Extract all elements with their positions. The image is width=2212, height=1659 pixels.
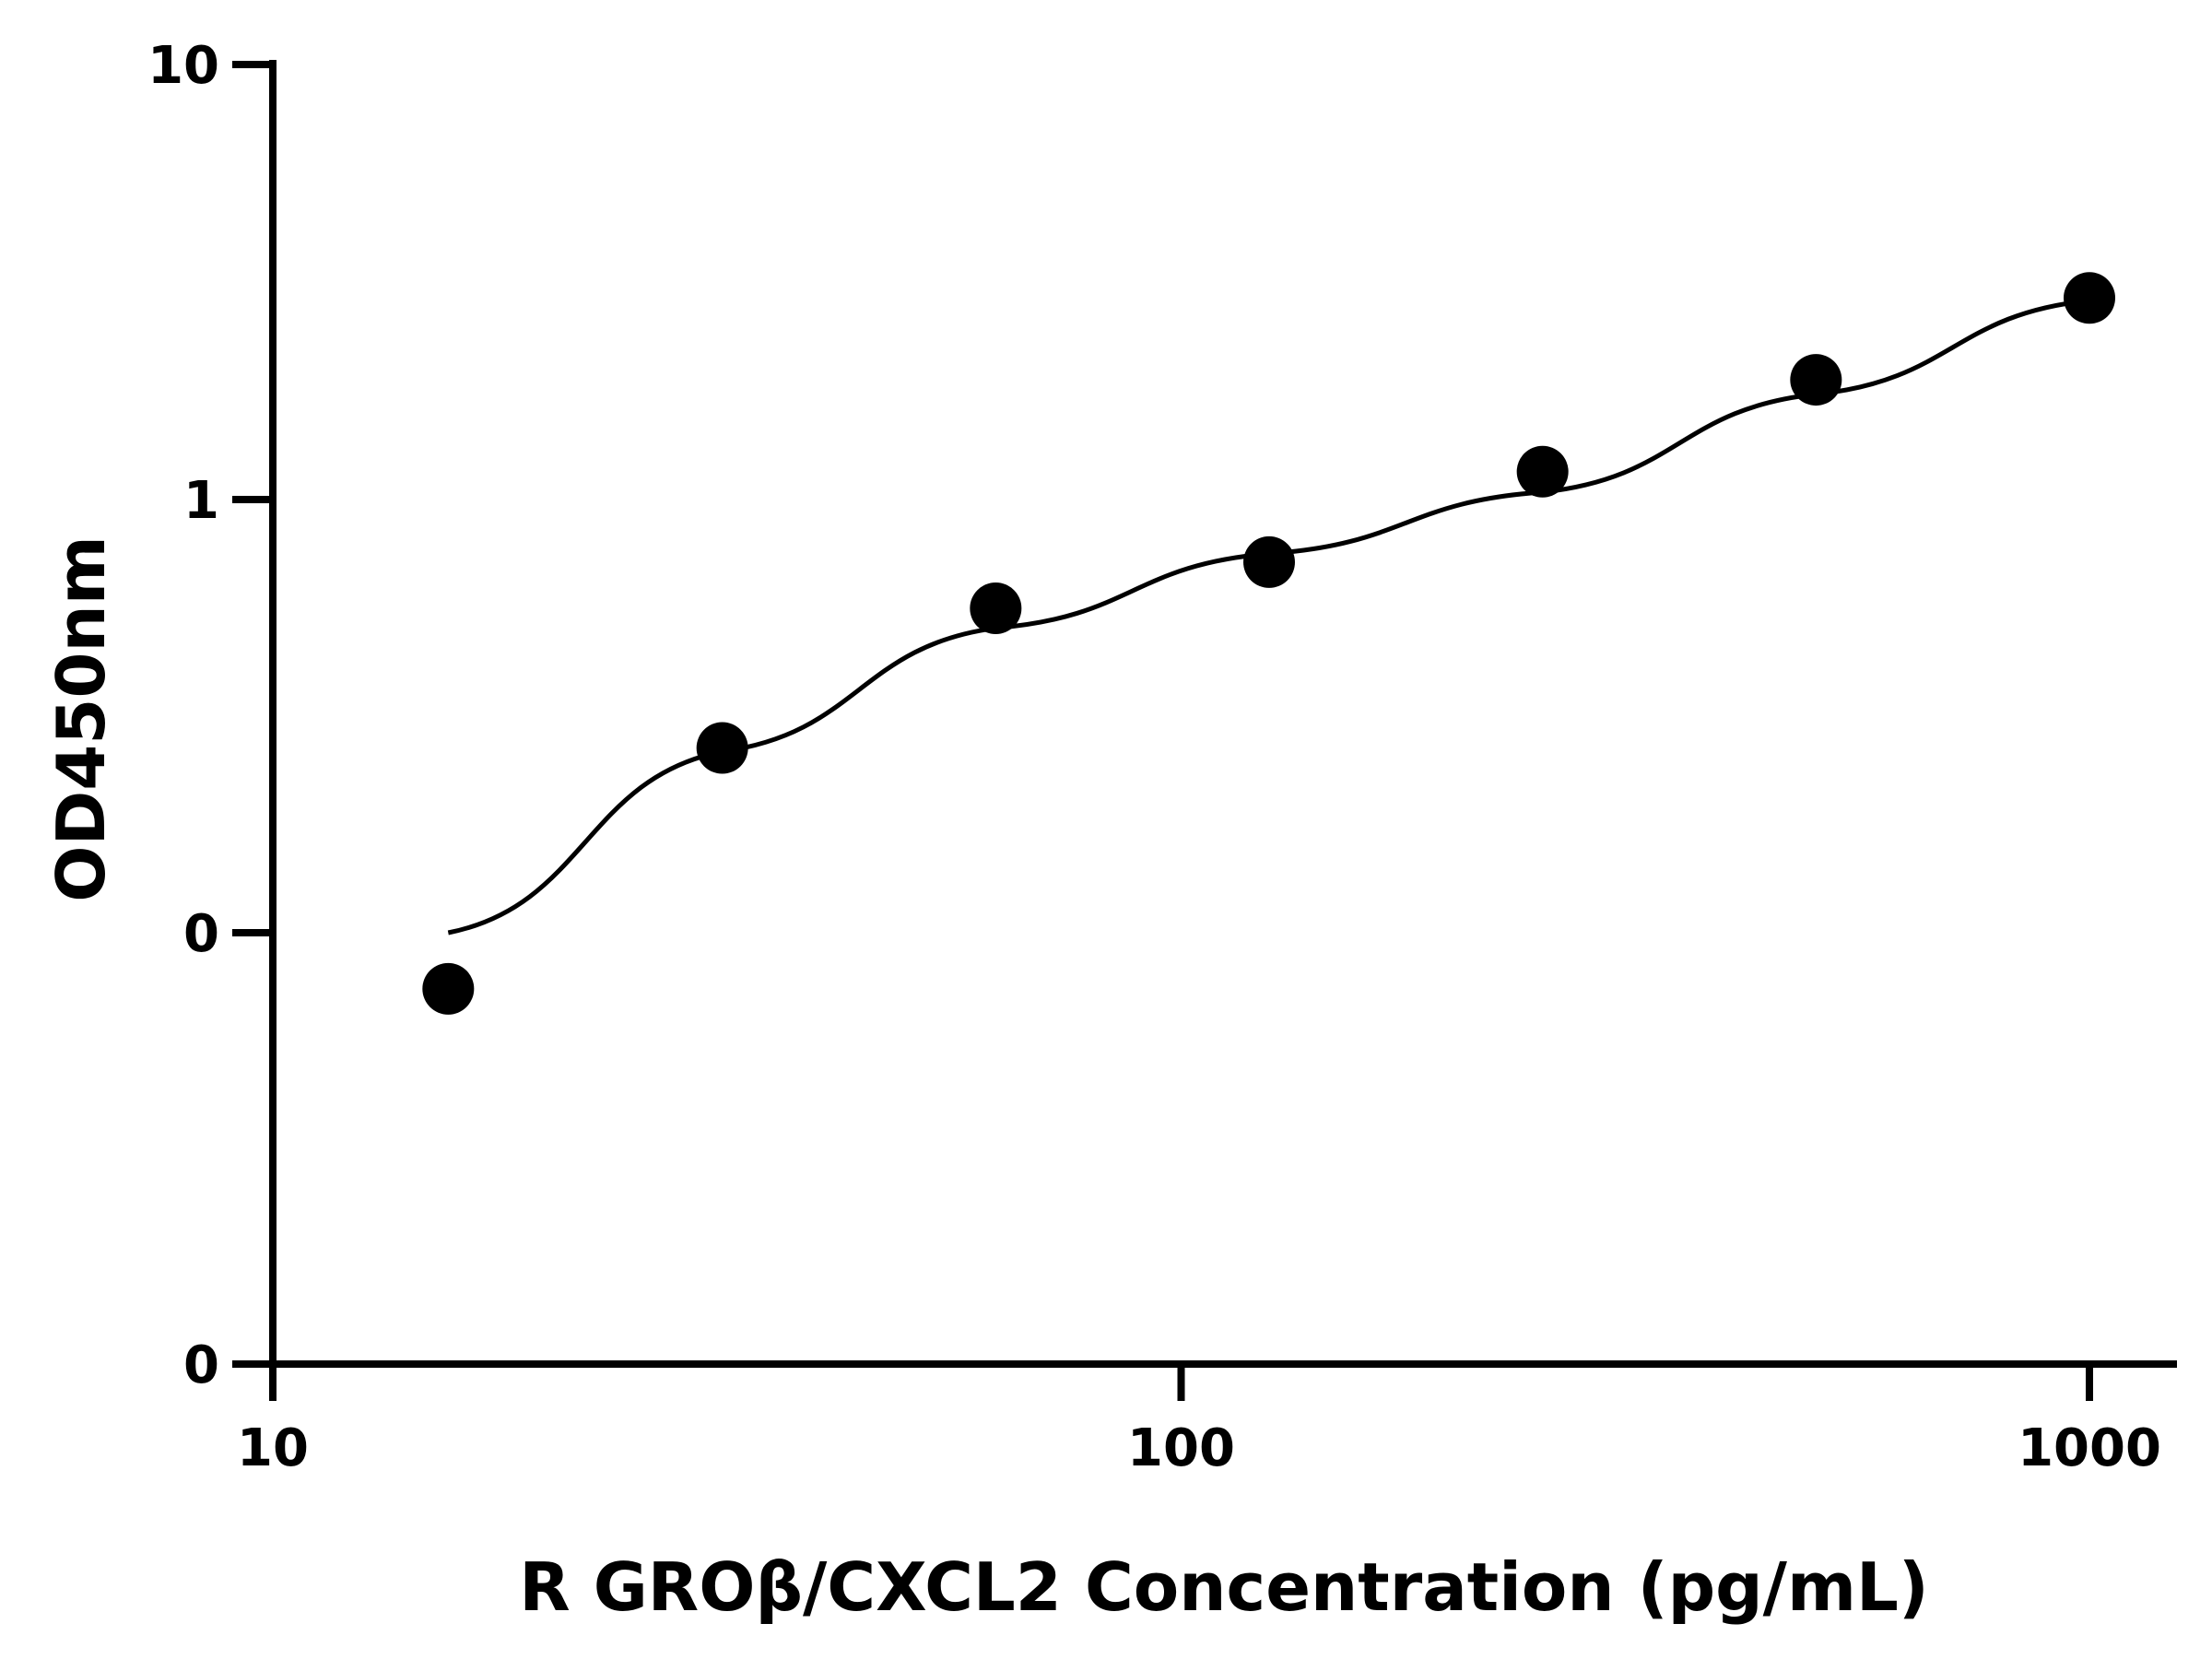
data-point: [970, 582, 1022, 634]
y-ticks: 0 0 1 10: [147, 36, 273, 1395]
y-axis-title: OD450nm: [42, 535, 120, 902]
data-point: [696, 722, 748, 774]
y-tick-label: 1: [183, 471, 219, 531]
axes: [232, 60, 2177, 1368]
y-tick-label: 0: [183, 904, 219, 964]
data-point: [1516, 445, 1569, 498]
y-tick-label: 0: [183, 1335, 219, 1395]
fit-curve: [447, 298, 2090, 935]
x-axis-title: R GROβ/CXCL2 Concentration (pg/mL): [519, 1548, 1929, 1626]
x-tick-label: 1000: [2018, 1418, 2161, 1478]
data-points: [422, 272, 2115, 1015]
data-point: [1790, 354, 1842, 406]
x-tick-label: 10: [237, 1418, 309, 1478]
y-tick-label: 10: [147, 36, 219, 96]
data-point: [2064, 272, 2115, 324]
data-point: [1243, 535, 1296, 588]
x-tick-label: 100: [1127, 1418, 1235, 1478]
x-ticks: 10 100 1000: [237, 1364, 2161, 1478]
data-point: [422, 962, 475, 1015]
